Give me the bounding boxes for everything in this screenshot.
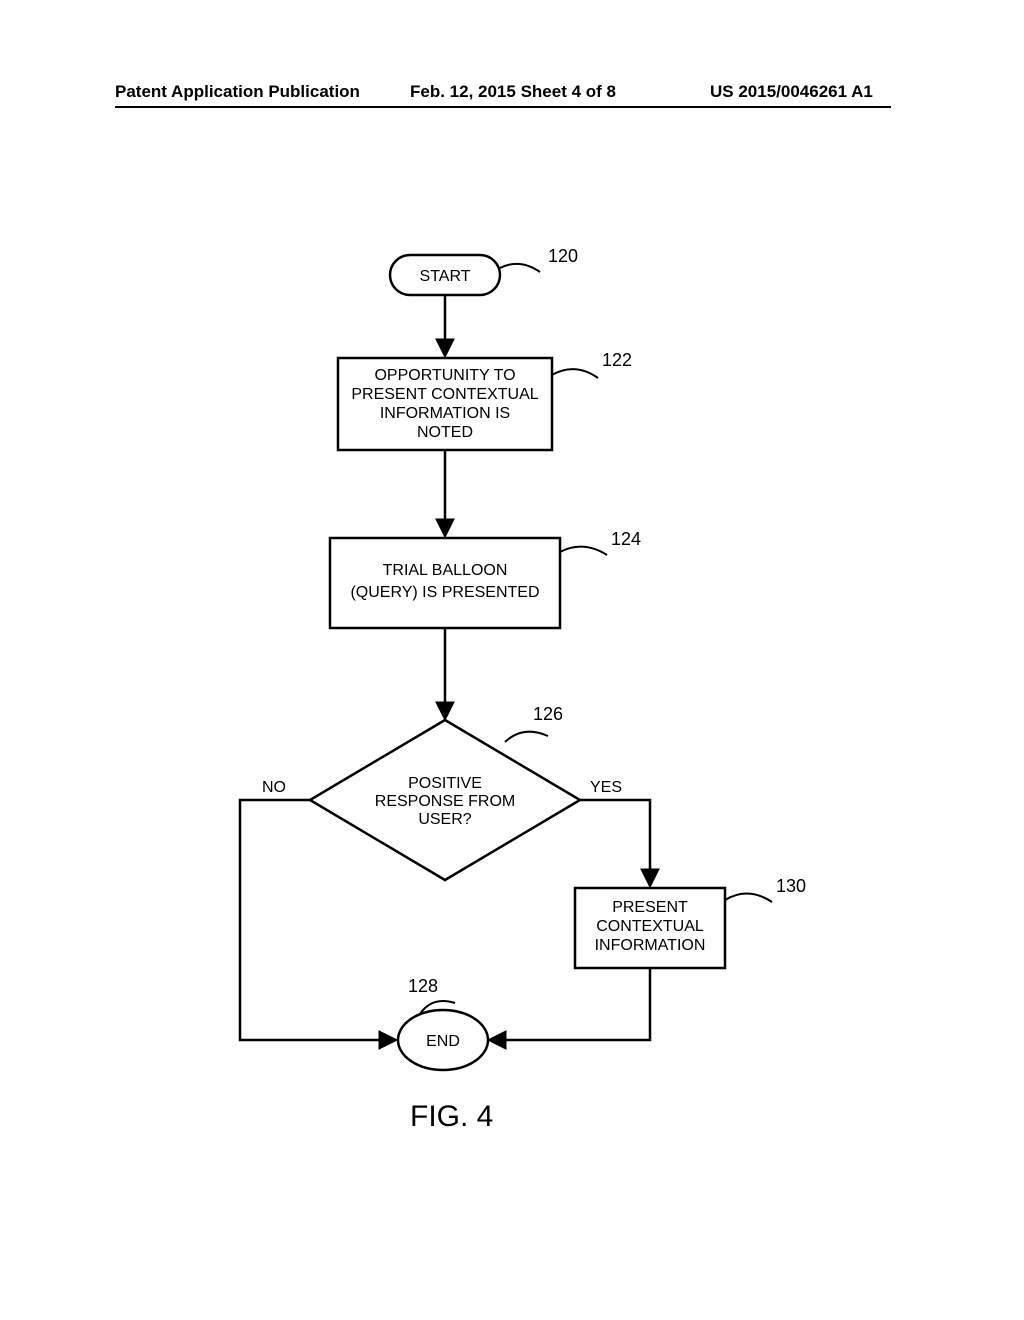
dec-ref: 126 bbox=[533, 704, 563, 724]
decision-node: POSITIVE RESPONSE FROM USER? 126 bbox=[310, 704, 580, 880]
end-ref: 128 bbox=[408, 976, 438, 996]
flowchart-svg: START 120 OPPORTUNITY TO PRESENT CONTEXT… bbox=[0, 0, 1024, 1320]
box3-l3: INFORMATION bbox=[595, 937, 706, 954]
box2-l2: (QUERY) IS PRESENTED bbox=[350, 584, 539, 601]
end-node: END 128 bbox=[398, 976, 488, 1070]
box1-l4: NOTED bbox=[417, 424, 473, 441]
box2-l1: TRIAL BALLOON bbox=[383, 562, 508, 579]
box2-node: TRIAL BALLOON (QUERY) IS PRESENTED 124 bbox=[330, 529, 641, 628]
page: Patent Application Publication Feb. 12, … bbox=[0, 0, 1024, 1320]
dec-yes-label: YES bbox=[590, 779, 622, 796]
box3-node: PRESENT CONTEXTUAL INFORMATION 130 bbox=[575, 876, 806, 968]
box3-leader bbox=[725, 893, 772, 902]
dec-l2: RESPONSE FROM bbox=[375, 793, 515, 810]
box3-ref: 130 bbox=[776, 876, 806, 896]
dec-leader bbox=[505, 732, 548, 742]
box1-ref: 122 bbox=[602, 350, 632, 370]
figure-caption: FIG. 4 bbox=[410, 1100, 493, 1134]
box2-ref: 124 bbox=[611, 529, 641, 549]
box3-l2: CONTEXTUAL bbox=[596, 918, 704, 935]
box3-to-end bbox=[490, 968, 650, 1040]
dec-l3: USER? bbox=[418, 811, 471, 828]
box1-l1: OPPORTUNITY TO bbox=[374, 367, 515, 384]
box1-l3: INFORMATION IS bbox=[380, 405, 510, 422]
box1-leader bbox=[552, 369, 598, 378]
dec-l1: POSITIVE bbox=[408, 775, 482, 792]
box2-leader bbox=[560, 547, 607, 555]
end-label: END bbox=[426, 1033, 460, 1050]
yes-path bbox=[580, 800, 650, 885]
box1-l2: PRESENT CONTEXTUAL bbox=[351, 386, 538, 403]
start-label: START bbox=[420, 268, 471, 285]
dec-no-label: NO bbox=[262, 779, 286, 796]
box3-l1: PRESENT bbox=[612, 899, 688, 916]
start-leader bbox=[500, 264, 540, 272]
start-ref: 120 bbox=[548, 246, 578, 266]
box1-node: OPPORTUNITY TO PRESENT CONTEXTUAL INFORM… bbox=[338, 350, 632, 450]
start-node: START 120 bbox=[390, 246, 578, 295]
